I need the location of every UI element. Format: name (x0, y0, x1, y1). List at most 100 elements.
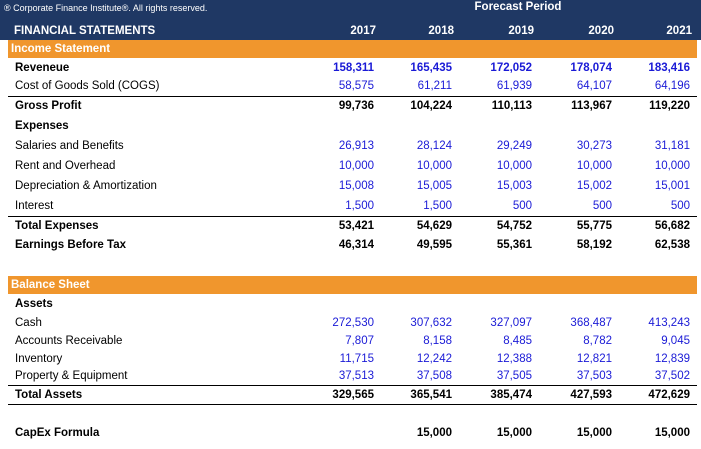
cash-2020[interactable]: 368,487 (570, 317, 612, 329)
interest-2019[interactable]: 500 (512, 200, 532, 212)
rent-2019[interactable]: 10,000 (496, 160, 532, 172)
total-assets-2020[interactable]: 427,593 (570, 389, 612, 401)
total-expenses-2017[interactable]: 53,421 (338, 220, 374, 232)
revenue-2018[interactable]: 165,435 (410, 62, 452, 74)
interest-2017[interactable]: 1,500 (345, 200, 374, 212)
row-accounts-receivable: Accounts Receivable 7,807 8,158 8,485 8,… (8, 332, 697, 352)
ebt-2020[interactable]: 58,192 (576, 239, 612, 251)
cogs-2017[interactable]: 58,575 (338, 80, 374, 92)
ar-2018[interactable]: 8,158 (423, 335, 452, 347)
ar-2020[interactable]: 8,782 (583, 335, 612, 347)
total-expenses-2019[interactable]: 54,752 (496, 220, 532, 232)
gross-profit-2019[interactable]: 110,113 (491, 100, 532, 112)
statements-title: FINANCIAL STATEMENTS (14, 25, 156, 37)
ppe-2017[interactable]: 37,513 (338, 370, 374, 382)
rent-2018[interactable]: 10,000 (416, 160, 452, 172)
cash-2021[interactable]: 413,243 (648, 317, 690, 329)
salaries-2019[interactable]: 29,249 (496, 140, 532, 152)
cash-2017[interactable]: 272,530 (332, 317, 374, 329)
rent-2021[interactable]: 10,000 (654, 160, 690, 172)
total-assets-2019[interactable]: 385,474 (490, 389, 532, 401)
row-interest: Interest 1,500 1,500 500 500 500 (8, 197, 697, 217)
interest-2020[interactable]: 500 (592, 200, 612, 212)
gross-profit-2020[interactable]: 113,967 (571, 100, 612, 112)
rent-2020[interactable]: 10,000 (576, 160, 612, 172)
total-assets-2017[interactable]: 329,565 (332, 389, 374, 401)
gross-profit-2018[interactable]: 104,224 (410, 100, 452, 112)
ppe-2020[interactable]: 37,503 (576, 370, 612, 382)
capex-2020[interactable]: 15,000 (576, 427, 612, 439)
total-expenses-2020[interactable]: 55,775 (576, 220, 612, 232)
capex-2018[interactable]: 15,000 (416, 427, 452, 439)
forecast-period-label: Forecast Period (474, 1, 562, 13)
gross-profit-2021[interactable]: 119,220 (649, 100, 690, 112)
ar-2019[interactable]: 8,485 (503, 335, 532, 347)
revenue-2017[interactable]: 158,311 (333, 62, 374, 74)
copyright-text: ® Corporate Finance Institute®. All righ… (4, 3, 208, 13)
ebt-label: Earnings Before Tax (15, 239, 126, 251)
expenses-label: Expenses (15, 120, 69, 132)
depreciation-2018[interactable]: 15,005 (416, 180, 452, 192)
depreciation-2019[interactable]: 15,003 (496, 180, 532, 192)
total-expenses-2021[interactable]: 56,682 (654, 220, 690, 232)
row-total-assets: Total Assets 329,565 365,541 385,474 427… (8, 386, 697, 405)
row-revenue: Reveneue 158,311 165,435 172,052 178,074… (8, 59, 697, 79)
row-ebt: Earnings Before Tax 46,314 49,595 55,361… (8, 236, 697, 256)
cash-2019[interactable]: 327,097 (490, 317, 532, 329)
row-total-expenses: Total Expenses 53,421 54,629 54,752 55,7… (8, 217, 697, 237)
row-inventory: Inventory 11,715 12,242 12,388 12,821 12… (8, 350, 697, 370)
inventory-label: Inventory (15, 353, 63, 365)
ebt-2018[interactable]: 49,595 (416, 239, 452, 251)
row-property-equipment: Property & Equipment 37,513 37,508 37,50… (8, 367, 697, 386)
total-assets-2021[interactable]: 472,629 (648, 389, 690, 401)
revenue-2020[interactable]: 178,074 (570, 62, 612, 74)
salaries-2021[interactable]: 31,181 (654, 140, 690, 152)
inventory-2017[interactable]: 11,715 (339, 353, 374, 365)
row-cogs: Cost of Goods Sold (COGS) 58,575 61,211 … (8, 77, 697, 97)
year-2021: 2021 (666, 25, 692, 37)
total-expenses-2018[interactable]: 54,629 (416, 220, 452, 232)
salaries-2018[interactable]: 28,124 (416, 140, 452, 152)
cash-2018[interactable]: 307,632 (410, 317, 452, 329)
revenue-2021[interactable]: 183,416 (648, 62, 690, 74)
ebt-2021[interactable]: 62,538 (654, 239, 690, 251)
row-cash: Cash 272,530 307,632 327,097 368,487 413… (8, 314, 697, 334)
cogs-2019[interactable]: 61,939 (496, 80, 532, 92)
salaries-2020[interactable]: 30,273 (576, 140, 612, 152)
ar-2021[interactable]: 9,045 (661, 335, 690, 347)
capex-2019[interactable]: 15,000 (496, 427, 532, 439)
row-depreciation: Depreciation & Amortization 15,008 15,00… (8, 177, 697, 197)
revenue-label: Reveneue (15, 62, 70, 74)
interest-2021[interactable]: 500 (670, 200, 690, 212)
total-assets-2018[interactable]: 365,541 (410, 389, 452, 401)
ebt-2017[interactable]: 46,314 (338, 239, 374, 251)
ebt-2019[interactable]: 55,361 (496, 239, 532, 251)
assets-label: Assets (15, 298, 53, 310)
ppe-2021[interactable]: 37,502 (654, 370, 690, 382)
depreciation-2017[interactable]: 15,008 (338, 180, 374, 192)
capex-2021[interactable]: 15,000 (654, 427, 690, 439)
year-2020: 2020 (588, 25, 614, 37)
cogs-2021[interactable]: 64,196 (654, 80, 690, 92)
year-2018: 2018 (428, 25, 454, 37)
rent-2017[interactable]: 10,000 (338, 160, 374, 172)
depreciation-2021[interactable]: 15,001 (654, 180, 690, 192)
ppe-2019[interactable]: 37,505 (496, 370, 532, 382)
ar-2017[interactable]: 7,807 (345, 335, 374, 347)
salaries-label: Salaries and Benefits (15, 140, 124, 152)
ppe-2018[interactable]: 37,508 (416, 370, 452, 382)
interest-2018[interactable]: 1,500 (423, 200, 452, 212)
depreciation-2020[interactable]: 15,002 (576, 180, 612, 192)
gross-profit-2017[interactable]: 99,736 (338, 100, 374, 112)
row-assets-heading: Assets (8, 295, 697, 315)
revenue-2019[interactable]: 172,052 (490, 62, 532, 74)
inventory-2020[interactable]: 12,821 (576, 353, 612, 365)
cogs-2020[interactable]: 64,107 (576, 80, 612, 92)
inventory-2021[interactable]: 12,839 (654, 353, 690, 365)
row-salaries: Salaries and Benefits 26,913 28,124 29,2… (8, 137, 697, 157)
cogs-2018[interactable]: 61,211 (417, 80, 452, 92)
inventory-2018[interactable]: 12,242 (416, 353, 452, 365)
ppe-label: Property & Equipment (15, 370, 128, 382)
inventory-2019[interactable]: 12,388 (496, 353, 532, 365)
salaries-2017[interactable]: 26,913 (338, 140, 374, 152)
